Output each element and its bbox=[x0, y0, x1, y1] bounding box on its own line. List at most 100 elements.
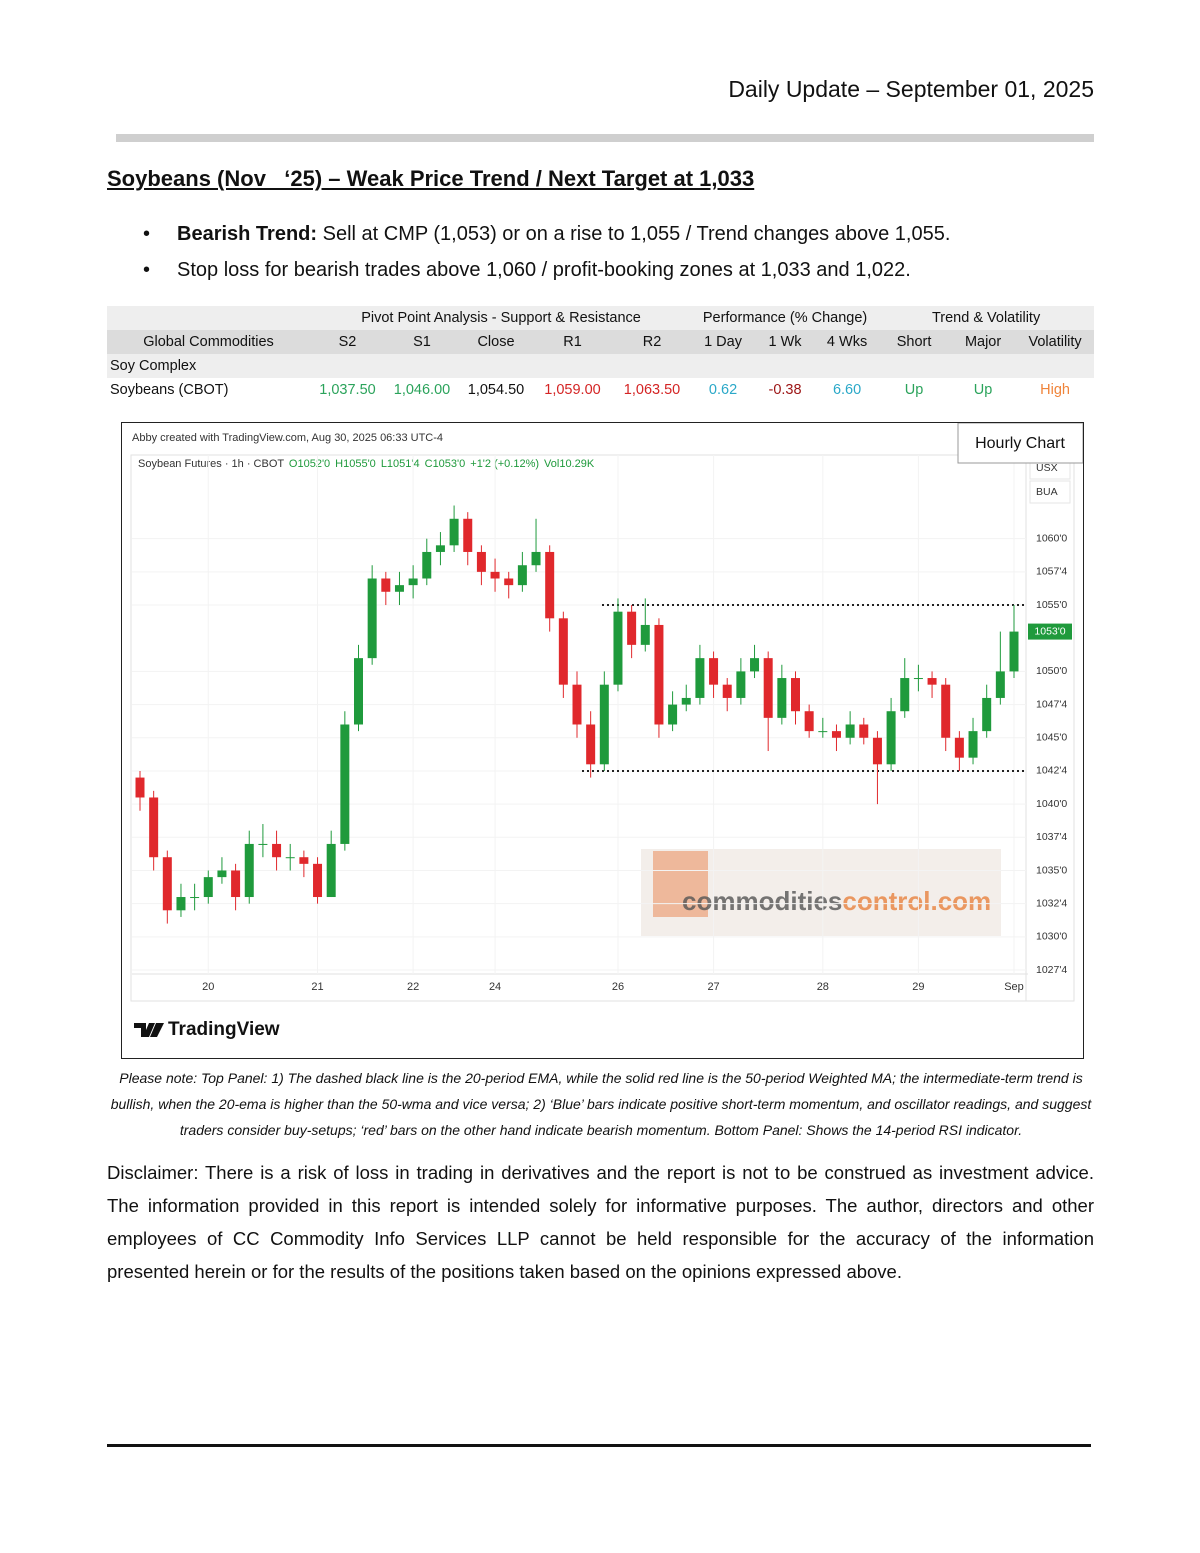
candle-body bbox=[613, 611, 623, 685]
candle-body bbox=[845, 724, 855, 738]
candle-body bbox=[531, 551, 541, 566]
candle-body bbox=[763, 658, 773, 718]
candle-body bbox=[340, 724, 350, 844]
x-tick-label: 21 bbox=[311, 981, 323, 993]
candle-body bbox=[490, 571, 500, 579]
bullet-text: Sell at CMP (1,053) or on a rise to 1,05… bbox=[317, 223, 951, 245]
header-title: Daily Update – September 01, 2025 bbox=[728, 76, 1094, 102]
column-header: Major bbox=[950, 330, 1017, 354]
candle-body bbox=[668, 704, 678, 725]
column-header: R1 bbox=[533, 330, 612, 354]
cell: Up bbox=[973, 382, 993, 398]
candle-body bbox=[627, 611, 637, 645]
y-tick-label: 1030'0 bbox=[1036, 931, 1067, 943]
cell: High bbox=[1040, 382, 1070, 398]
candle-body bbox=[968, 731, 978, 758]
candle-body bbox=[872, 737, 882, 765]
candle-body bbox=[149, 797, 159, 858]
legend-item: Soybean Futures · 1h · CBOT bbox=[138, 458, 284, 470]
candle-body bbox=[299, 857, 309, 864]
group-header: Pivot Point Analysis - Support & Resista… bbox=[310, 306, 693, 330]
y-tick-label: 1035'0 bbox=[1036, 864, 1067, 876]
y-tick-label: 1047'4 bbox=[1036, 698, 1067, 710]
candle-body bbox=[394, 585, 404, 592]
candle-body bbox=[941, 684, 951, 738]
candle-body bbox=[381, 578, 391, 592]
chart-button-label: USX bbox=[1036, 462, 1058, 474]
header-bar bbox=[116, 134, 1094, 142]
column-header: 4 Wks bbox=[816, 330, 879, 354]
badge bbox=[957, 422, 1084, 464]
x-tick-label: 29 bbox=[912, 981, 924, 993]
note: Please note: Top Panel: 1) The dashed bl… bbox=[110, 1070, 1092, 1138]
group-header: Performance (% Change) bbox=[692, 306, 879, 330]
candle-body bbox=[654, 624, 664, 725]
cell: 0.62 bbox=[708, 382, 738, 398]
disclaimer: Disclaimer: There is a risk of loss in t… bbox=[107, 1162, 1094, 1282]
cell: -0.38 bbox=[768, 382, 802, 398]
column-header: Close bbox=[459, 330, 533, 354]
candle-body bbox=[599, 684, 609, 765]
cell: 1,037.50 bbox=[319, 382, 376, 398]
y-tick-label: 1027'4 bbox=[1036, 964, 1067, 976]
candle-body bbox=[190, 897, 200, 899]
x-tick-label: 20 bbox=[202, 981, 214, 993]
candle-body bbox=[818, 731, 828, 733]
credit: Abby created with TradingView.com, Aug 3… bbox=[132, 432, 443, 444]
candle-body bbox=[231, 870, 241, 898]
section-row: Soy Complex bbox=[107, 354, 1095, 378]
cell bbox=[107, 306, 310, 330]
table: Pivot Point Analysis - Support & Resista… bbox=[107, 306, 1095, 402]
candle-body bbox=[449, 518, 459, 546]
column-header: Volatility bbox=[1016, 330, 1095, 354]
plot-frame bbox=[130, 454, 1075, 1002]
legend-item: H1055'0 bbox=[335, 458, 376, 470]
candle-body bbox=[995, 671, 1005, 698]
candle-body bbox=[572, 684, 582, 725]
legend-item: Vol10.29K bbox=[544, 458, 595, 470]
brand-logo bbox=[134, 1023, 164, 1037]
heading: Soybeans (Nov ‘25) – Weak Price Trend / … bbox=[107, 166, 755, 191]
column-header: 1 Wk bbox=[754, 330, 817, 354]
y-tick-label: 1032'4 bbox=[1036, 897, 1067, 909]
x-tick-label: 26 bbox=[612, 981, 624, 993]
cell: 1,054.50 bbox=[467, 382, 525, 398]
candle-body bbox=[900, 678, 910, 712]
x-tick-label: Sep bbox=[1004, 981, 1024, 993]
candle-body bbox=[463, 518, 473, 552]
legend: Soybean Futures · 1h · CBOT O1052'0 H1055'… bbox=[138, 458, 595, 470]
candle-body bbox=[176, 897, 186, 911]
cell: 1,059.00 bbox=[544, 382, 601, 398]
price-tag-label: 1053'0 bbox=[1034, 625, 1065, 637]
legend-item: +1'2 (+0.12%) bbox=[470, 458, 539, 470]
cell: Up bbox=[904, 382, 924, 398]
column-header: Short bbox=[878, 330, 951, 354]
brand: TradingView bbox=[168, 1019, 280, 1040]
column-header: S1 bbox=[385, 330, 459, 354]
candle-body bbox=[135, 777, 145, 798]
candle-body bbox=[558, 618, 568, 685]
bullet-label: Bearish Trend: bbox=[177, 223, 318, 245]
bullet: • Stop loss for bearish trades above 1,06… bbox=[143, 259, 911, 281]
candle-body bbox=[750, 658, 760, 672]
candle-body bbox=[722, 684, 732, 698]
candle-body bbox=[408, 578, 418, 586]
watermark: commoditiescontrol.com bbox=[682, 886, 991, 916]
y-tick-label: 1060'0 bbox=[1036, 532, 1067, 544]
candle-body bbox=[285, 857, 295, 859]
y-tick-label: 1055'0 bbox=[1036, 599, 1067, 611]
candle-body bbox=[326, 843, 336, 898]
candle-body bbox=[258, 843, 268, 845]
column-header: S2 bbox=[310, 330, 385, 354]
y-tick-label: 1045'0 bbox=[1036, 732, 1067, 744]
x-tick-label: 27 bbox=[707, 981, 719, 993]
candle-body bbox=[831, 731, 841, 738]
footer-rule bbox=[107, 1444, 1091, 1447]
candle-body bbox=[367, 578, 377, 659]
column-header: R2 bbox=[612, 330, 693, 354]
candle-body bbox=[476, 551, 486, 572]
candle-body bbox=[244, 843, 254, 898]
candle-body bbox=[586, 724, 596, 765]
x-tick-label: 22 bbox=[407, 981, 419, 993]
